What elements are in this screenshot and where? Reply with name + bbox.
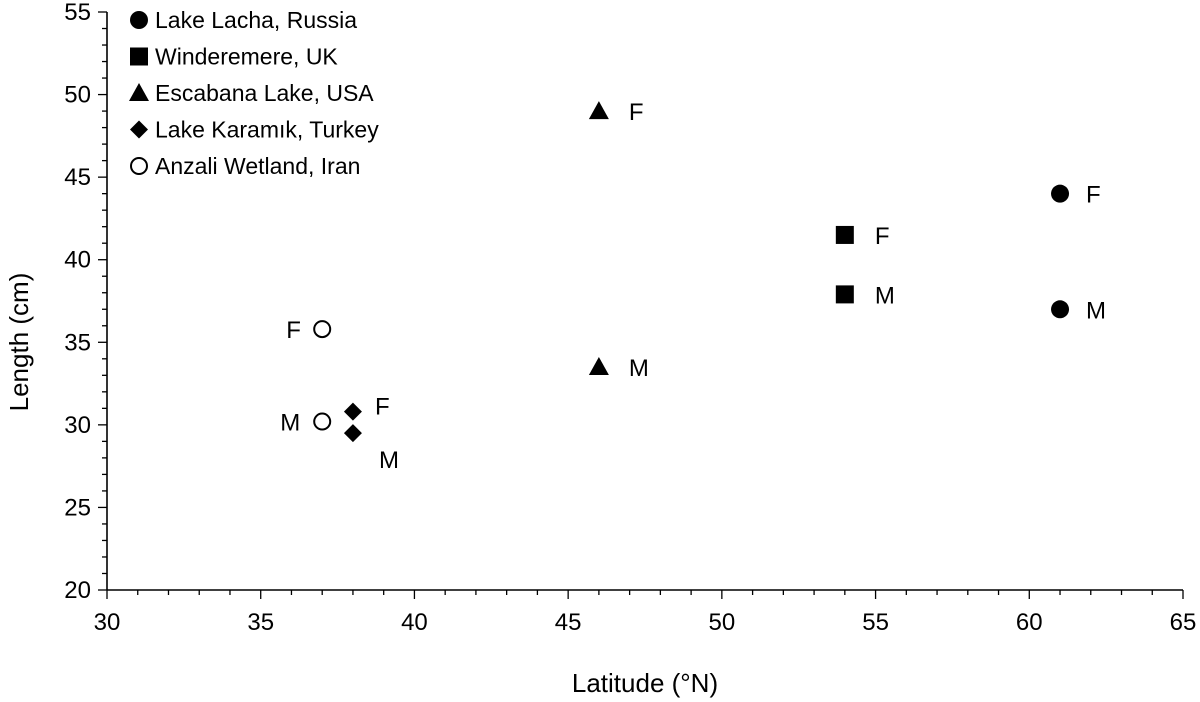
ticks: 30 35 40 45 50 55 60 65 20 25 30 35 40 45 50 55 — [64, 0, 1196, 636]
y-tick-label: 30 — [64, 412, 91, 439]
point-label: M — [280, 410, 300, 437]
y-tick-label: 20 — [64, 577, 91, 604]
point-label: M — [875, 282, 895, 309]
x-tick-label: 50 — [709, 609, 736, 636]
legend-marker-diamond-filled — [130, 120, 148, 139]
legend-label: Winderemere, UK — [155, 44, 338, 70]
y-tick-label: 35 — [64, 329, 91, 356]
y-tick-label: 40 — [64, 247, 91, 274]
y-tick-label: 25 — [64, 494, 91, 521]
x-tick-label: 30 — [94, 609, 121, 636]
point-label: M — [1086, 297, 1106, 324]
x-axis-title: Latitude (°N) — [572, 668, 718, 698]
data-point-triangle-filled — [588, 101, 609, 120]
legend-label: Anzali Wetland, Iran — [155, 153, 360, 179]
y-tick-label: 50 — [64, 82, 91, 109]
axes — [106, 12, 1183, 591]
data-point-triangle-filled — [588, 357, 609, 376]
legend-marker-circle-filled — [130, 11, 148, 29]
legend: Lake Lacha, Russia Winderemere, UK Escaban… — [129, 7, 379, 179]
point-label: F — [286, 317, 301, 344]
data-point-diamond-filled — [343, 424, 362, 443]
x-tick-label: 40 — [401, 609, 428, 636]
legend-marker-circle-open — [130, 157, 148, 175]
point-label: F — [375, 394, 390, 421]
point-label: F — [875, 223, 890, 250]
data-point-circle-filled — [1051, 300, 1070, 319]
x-tick-label: 65 — [1170, 609, 1197, 636]
data-point-circle-open — [313, 320, 332, 339]
data-point-square-filled — [835, 285, 854, 304]
point-label: F — [1086, 182, 1101, 209]
point-label: F — [629, 99, 644, 126]
point-label: M — [629, 355, 649, 382]
x-tick-label: 55 — [862, 609, 889, 636]
x-tick-label: 45 — [555, 609, 582, 636]
legend-marker-triangle-filled — [129, 83, 149, 101]
x-tick-label: 60 — [1016, 609, 1043, 636]
y-tick-label: 45 — [64, 164, 91, 191]
y-tick-label: 55 — [64, 0, 91, 26]
data-point-circle-filled — [1051, 184, 1070, 203]
legend-label: Lake Lacha, Russia — [155, 7, 357, 33]
legend-label: Escabana Lake, USA — [155, 80, 374, 106]
data-point-square-filled — [835, 225, 854, 244]
legend-marker-square-filled — [130, 47, 148, 66]
legend-label: Lake Karamık, Turkey — [155, 117, 379, 143]
point-label: M — [379, 447, 399, 474]
y-axis-title: Length (cm) — [4, 273, 34, 412]
x-tick-label: 35 — [247, 609, 274, 636]
data-point-circle-open — [313, 412, 332, 431]
data-point-diamond-filled — [343, 402, 362, 421]
